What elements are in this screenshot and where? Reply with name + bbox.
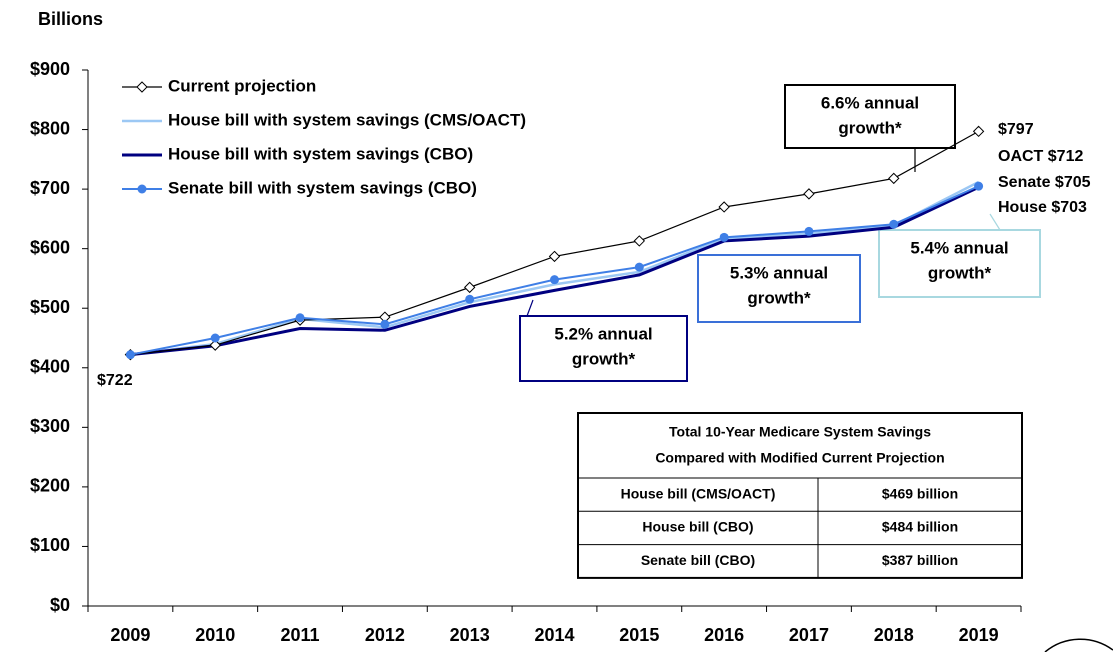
growth-text: growth* [747, 288, 811, 307]
y-tick-label: $0 [50, 595, 70, 615]
x-tick-label: 2012 [365, 625, 405, 645]
annotation: House $703 [998, 199, 1087, 216]
marker [633, 235, 646, 247]
connector [989, 213, 1001, 231]
growth-box [784, 84, 956, 149]
marker [972, 125, 985, 138]
marker [210, 333, 220, 343]
x-tick-label: 2009 [110, 625, 150, 645]
connector [526, 299, 534, 317]
marker [380, 319, 390, 329]
marker [209, 339, 221, 351]
x-tick-label: 2010 [195, 625, 235, 645]
x-tick-label: 2016 [704, 625, 744, 645]
marker [803, 188, 815, 200]
marker [295, 313, 305, 323]
table-frame [577, 412, 1023, 579]
marker [719, 232, 729, 242]
y-tick-label: $400 [30, 357, 70, 377]
table-cell: House bill (CBO) [642, 519, 753, 535]
annotation: Senate $705 [998, 174, 1091, 191]
marker [804, 226, 814, 236]
legend-marker [136, 81, 148, 93]
growth-box [519, 315, 688, 382]
marker [888, 172, 900, 185]
marker [634, 262, 644, 272]
y-tick-label: $900 [30, 59, 70, 79]
y-tick-label: $800 [30, 118, 70, 138]
marker [465, 294, 475, 304]
table-cell: Senate bill (CBO) [641, 552, 755, 568]
table-cell: $484 billion [882, 519, 958, 535]
x-tick-label: 2014 [534, 625, 574, 645]
growth-box [878, 229, 1041, 298]
marker [125, 350, 135, 360]
marker [548, 250, 561, 263]
y-tick-label: $700 [30, 178, 70, 198]
annotation: OACT $712 [998, 148, 1083, 165]
table-title: Compared with Modified Current Projectio… [655, 450, 944, 466]
legend-label: Senate bill with system savings (CBO) [168, 178, 477, 197]
table-cell: $387 billion [882, 552, 958, 568]
marker [718, 201, 730, 213]
table-cell: $469 billion [882, 485, 958, 501]
decoration [1044, 638, 1113, 652]
growth-text: growth* [838, 118, 902, 137]
x-tick-label: 2017 [789, 625, 829, 645]
x-tick-label: 2018 [874, 625, 914, 645]
growth-text: growth* [572, 349, 636, 368]
legend-label: House bill with system savings (CBO) [168, 144, 473, 163]
x-tick-label: 2015 [619, 625, 659, 645]
marker [463, 281, 476, 294]
growth-text: growth* [928, 263, 992, 282]
legend-label: House bill with system savings (CMS/OACT… [168, 110, 526, 129]
marker [974, 181, 984, 191]
x-tick-label: 2011 [281, 625, 320, 645]
y-tick-label: $500 [30, 297, 70, 317]
y-tick-label: $100 [30, 535, 70, 555]
series-line [130, 185, 980, 357]
annotation: $797 [998, 121, 1034, 138]
legend-label: Current projection [168, 76, 316, 95]
x-tick-label: 2019 [959, 625, 999, 645]
legend-marker [137, 184, 147, 194]
marker [889, 219, 899, 229]
y-tick-label: $200 [30, 476, 70, 496]
y-axis-label: Billions [38, 9, 103, 29]
growth-text: 5.2% annual [554, 324, 652, 343]
growth-box [697, 254, 861, 323]
x-tick-label: 2013 [450, 625, 490, 645]
y-tick-label: $300 [30, 416, 70, 436]
marker [550, 275, 559, 285]
y-tick-label: $600 [30, 237, 70, 257]
table-title: Total 10-Year Medicare System Savings [669, 424, 931, 440]
table-cell: House bill (CMS/OACT) [621, 485, 776, 501]
growth-text: 5.3% annual [730, 263, 828, 282]
growth-text: 6.6% annual [821, 93, 919, 112]
annotation: $722 [97, 372, 133, 389]
growth-text: 5.4% annual [910, 238, 1008, 257]
series-line [130, 180, 980, 356]
